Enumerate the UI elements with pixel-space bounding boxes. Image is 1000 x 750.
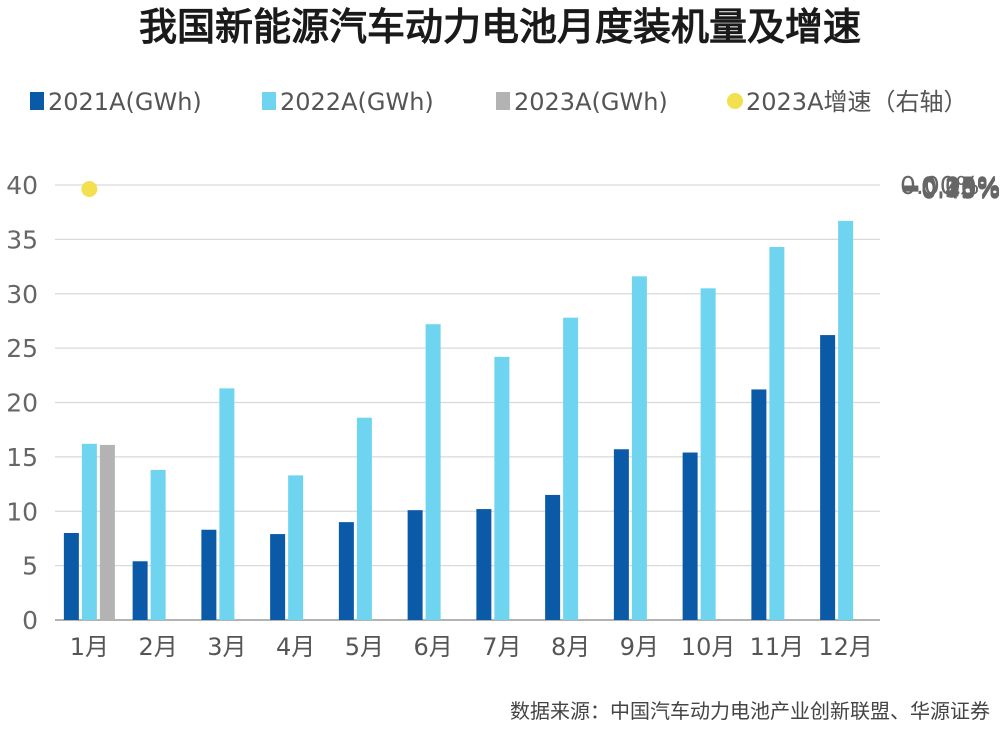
- bar-2022A(GWh): [356, 417, 372, 620]
- legend-item: 2022A(GWh): [262, 88, 434, 116]
- legend-item: 2021A(GWh): [30, 88, 202, 116]
- x-tick-label: 9月: [620, 633, 659, 661]
- bar-2021A(GWh): [63, 533, 79, 620]
- legend-swatch: [30, 92, 44, 110]
- x-tick-label: 2月: [138, 633, 177, 661]
- bar-2021A(GWh): [820, 335, 836, 620]
- legend-swatch: [496, 92, 510, 110]
- bar-2022A(GWh): [838, 220, 854, 620]
- x-tick-label: 3月: [207, 633, 246, 661]
- y-left-tick: 15: [6, 443, 38, 472]
- bar-2022A(GWh): [700, 288, 716, 620]
- y-right-tick: −0.05%: [900, 171, 1000, 200]
- x-tick-label: 10月: [681, 633, 736, 661]
- legend-swatch: [262, 92, 276, 110]
- bar-2022A(GWh): [563, 317, 579, 620]
- bar-2022A(GWh): [494, 356, 510, 620]
- legend: 2021A(GWh) 2022A(GWh) 2023A(GWh) 2023A增速（右轴…: [30, 88, 968, 116]
- source-text: 数据来源：中国汽车动力电池产业创新联盟、华源证券: [510, 699, 990, 723]
- bar-2021A(GWh): [613, 449, 629, 620]
- bar-2022A(GWh): [288, 475, 304, 620]
- bar-2021A(GWh): [132, 561, 148, 620]
- bar-2021A(GWh): [682, 452, 698, 620]
- bar-2021A(GWh): [407, 510, 423, 620]
- y-left-tick: 30: [6, 280, 38, 309]
- growth-point: [81, 181, 98, 198]
- y-right-tick: −0.10%: [900, 172, 1000, 201]
- bar-2021A(GWh): [476, 509, 492, 620]
- y-right-tick: −0.15%: [900, 172, 1000, 201]
- y-axis-right: −0.45%−0.40%−0.35%−0.30%−0.25%−0.20%−0.1…: [900, 171, 1000, 204]
- x-tick-label: 12月: [818, 633, 873, 661]
- bars: [63, 220, 854, 621]
- bar-2022A(GWh): [81, 443, 97, 620]
- x-tick-label: 7月: [482, 633, 521, 661]
- legend-swatch: [727, 93, 743, 109]
- x-axis: 1月 2月 3月 4月 5月 6月 7月 8月 9月 10月 11月 12月: [70, 633, 873, 661]
- x-tick-label: 4月: [276, 633, 315, 661]
- legend-label: 2022A(GWh): [280, 88, 434, 116]
- legend-label: 2023A(GWh): [514, 88, 668, 116]
- growth-points: [81, 181, 98, 198]
- y-left-tick: 10: [6, 497, 38, 526]
- y-right-tick: −0.45%: [900, 175, 1000, 204]
- y-left-tick: 35: [6, 225, 38, 254]
- bar-2022A(GWh): [150, 469, 166, 620]
- y-right-tick: −0.30%: [900, 174, 1000, 203]
- bar-2021A(GWh): [751, 389, 767, 620]
- y-right-tick: 0.00%: [900, 171, 979, 200]
- x-tick-label: 8月: [551, 633, 590, 661]
- grid: [55, 184, 880, 621]
- y-right-tick: −0.20%: [900, 173, 1000, 202]
- x-tick-label: 5月: [345, 633, 384, 661]
- legend-label: 2021A(GWh): [48, 88, 202, 116]
- bar-2022A(GWh): [769, 246, 785, 621]
- y-left-tick: 40: [6, 171, 38, 200]
- legend-item: 2023A增速（右轴）: [727, 88, 968, 116]
- bar-2021A(GWh): [201, 529, 217, 620]
- bar-2023A(GWh): [99, 444, 115, 620]
- y-left-tick: 20: [6, 389, 38, 418]
- y-axis-left: 0 5 10 15 20 25 30 35 40: [6, 171, 38, 635]
- y-left-tick: 5: [22, 552, 38, 581]
- bar-2022A(GWh): [425, 324, 441, 620]
- x-tick-label: 1月: [70, 633, 109, 661]
- y-left-tick: 25: [6, 334, 38, 363]
- bar-2022A(GWh): [219, 388, 235, 620]
- x-tick-label: 6月: [413, 633, 452, 661]
- bar-2021A(GWh): [338, 522, 354, 620]
- y-right-tick: −0.40%: [900, 175, 1000, 204]
- x-tick-label: 11月: [750, 633, 805, 661]
- y-right-tick: −0.25%: [900, 173, 1000, 202]
- bar-2022A(GWh): [631, 276, 647, 620]
- chart-title: 我国新能源汽车动力电池月度装机量及增速: [139, 5, 861, 49]
- legend-item: 2023A(GWh): [496, 88, 668, 116]
- bar-2021A(GWh): [545, 494, 561, 620]
- y-left-tick: 0: [22, 606, 38, 635]
- bar-2021A(GWh): [270, 534, 286, 620]
- y-right-tick: −0.35%: [900, 174, 1000, 203]
- legend-label: 2023A增速（右轴）: [746, 88, 968, 116]
